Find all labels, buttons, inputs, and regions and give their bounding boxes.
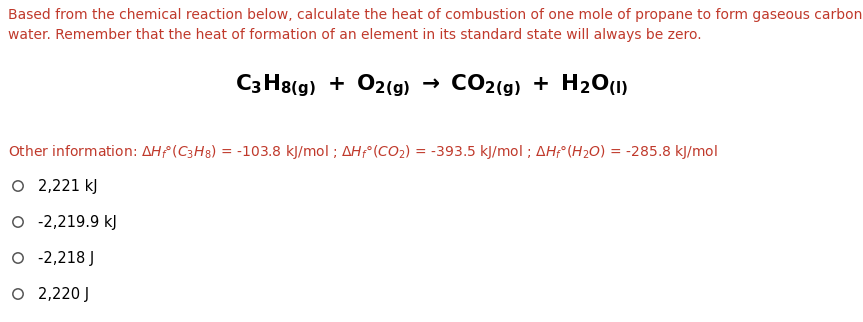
Text: Other information: $\Delta H_f°(C_3H_8)$ = -103.8 kJ/mol ; $\Delta H_f°(CO_2)$ =: Other information: $\Delta H_f°(C_3H_8)$… xyxy=(8,143,718,161)
Text: Based from the chemical reaction below, calculate the heat of combustion of one : Based from the chemical reaction below, … xyxy=(8,8,863,22)
Text: -2,218 J: -2,218 J xyxy=(38,251,94,266)
Text: water. Remember that the heat of formation of an element in its standard state w: water. Remember that the heat of formati… xyxy=(8,28,702,42)
Text: 2,221 kJ: 2,221 kJ xyxy=(38,178,98,194)
Text: 2,220 J: 2,220 J xyxy=(38,287,89,301)
Text: $\mathbf{C_3H_{8(g)}}$$\mathbf{\ +\ O_{2(g)}\ \rightarrow\ CO_{2(g)}\ +\ H_2O_{(: $\mathbf{C_3H_{8(g)}}$$\mathbf{\ +\ O_{2… xyxy=(235,72,628,99)
Text: -2,219.9 kJ: -2,219.9 kJ xyxy=(38,214,117,230)
